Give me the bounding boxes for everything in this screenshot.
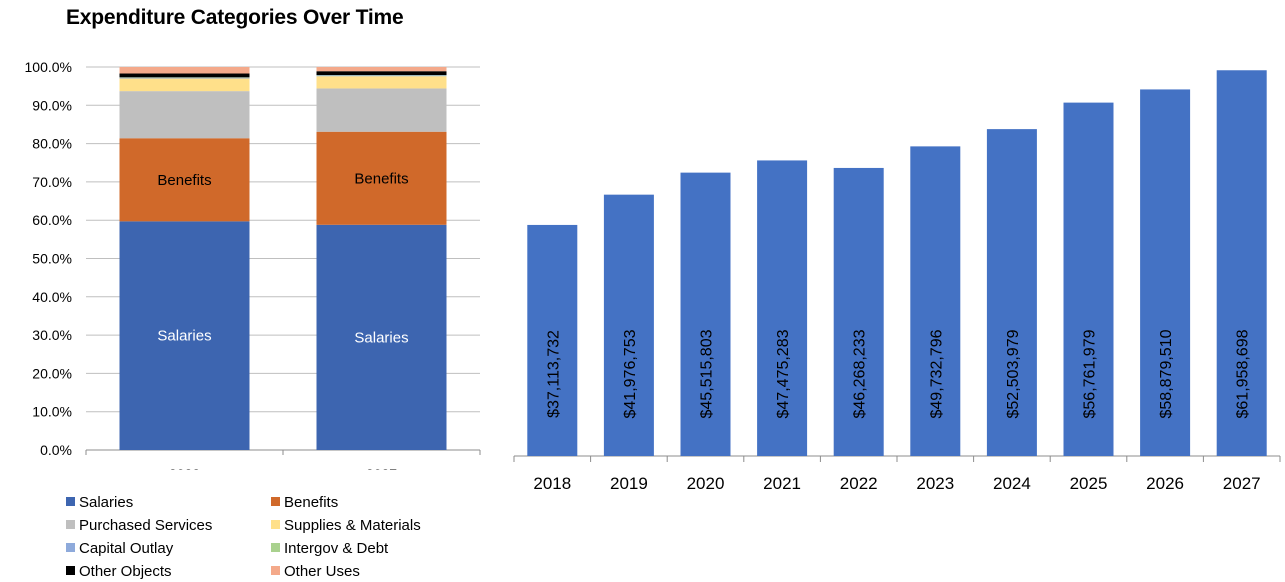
- legend-item-intergov-debt: Intergov & Debt: [271, 540, 388, 558]
- legend-swatch: [271, 520, 280, 529]
- legend-label: Supplies & Materials: [284, 517, 421, 534]
- bar-segment-benefits: [119, 138, 250, 222]
- x-tick-label: 2027: [1223, 474, 1261, 493]
- legend-swatch: [66, 543, 75, 552]
- y-tick-label: 10.0%: [32, 404, 72, 420]
- x-tick-label: 2026: [1146, 474, 1184, 493]
- x-tick-label: 2022: [840, 474, 878, 493]
- stacked-percent-chart: 0.0% 10.0% 20.0% 30.0% 40.0% 50.0% 60.0% 70.0% 8…: [25, 59, 481, 470]
- bar-data-label: $56,761,979: [1082, 329, 1099, 418]
- legend-item-supplies-materials: Supplies & Materials: [271, 517, 421, 535]
- x-tick-label: 2018: [533, 474, 571, 493]
- bar-data-label: $61,958,698: [1235, 329, 1252, 418]
- bar-segment-other-uses: [119, 67, 250, 74]
- bar-segment-benefits: [316, 131, 447, 225]
- legend-swatch: [271, 543, 280, 552]
- bar-data-label: $58,879,510: [1158, 329, 1175, 418]
- bar: [833, 167, 884, 456]
- bar: [1140, 89, 1191, 457]
- x-tick-label: 2019: [610, 474, 648, 493]
- legend-label: Salaries: [79, 494, 134, 511]
- x-tick-label: 2027: [366, 466, 397, 470]
- bar-segment-purchased-services: [119, 91, 250, 139]
- legend-swatch: [66, 497, 75, 506]
- bar-data-label: $46,268,233: [852, 329, 869, 418]
- bar-segment-salaries: [316, 224, 447, 450]
- segment-data-label: Benefits: [354, 170, 408, 187]
- y-tick-label: 80.0%: [32, 136, 72, 152]
- bar: [1216, 70, 1267, 456]
- bar: [757, 160, 808, 456]
- x-tick-label: 2025: [1070, 474, 1108, 493]
- legend-swatch: [66, 520, 75, 529]
- bar-segment-other-objects: [316, 71, 447, 76]
- legend-item-other-objects: Other Objects: [66, 563, 172, 581]
- x-tick-label: 2020: [687, 474, 725, 493]
- y-tick-label: 40.0%: [32, 289, 72, 305]
- bar-segment-supplies-materials: [316, 76, 447, 89]
- segment-data-label: Benefits: [157, 172, 211, 189]
- x-tick-label: 2024: [993, 474, 1031, 493]
- y-tick-label: 100.0%: [25, 59, 72, 75]
- bar-data-label: $47,475,283: [775, 329, 792, 418]
- bar: [1063, 102, 1114, 457]
- bar-segment-salaries: [119, 221, 250, 450]
- bar-data-label: $49,732,796: [928, 329, 945, 418]
- segment-data-label: Salaries: [354, 329, 408, 346]
- bar: [603, 194, 654, 456]
- legend-swatch: [271, 497, 280, 506]
- legend-swatch: [271, 566, 280, 575]
- segment-data-label: Salaries: [157, 328, 211, 345]
- x-tick-label: 2023: [916, 474, 954, 493]
- legend-label: Purchased Services: [79, 517, 213, 534]
- bar: [680, 172, 731, 456]
- bar-segment-capital-outlay: [316, 75, 447, 77]
- bar-segment-purchased-services: [316, 88, 447, 132]
- y-tick-label: 70.0%: [32, 174, 72, 190]
- bar: [527, 224, 578, 456]
- bar-data-label: $45,515,803: [699, 329, 716, 418]
- legend-label: Capital Outlay: [79, 540, 174, 557]
- bar-segment-capital-outlay: [119, 77, 250, 79]
- y-tick-label: 0.0%: [40, 442, 72, 458]
- y-tick-label: 50.0%: [32, 251, 72, 267]
- chart-title: Expenditure Categories Over Time: [66, 6, 404, 29]
- bar-data-label: $52,503,979: [1005, 329, 1022, 418]
- y-tick-label: 60.0%: [32, 212, 72, 228]
- bar: [986, 129, 1037, 456]
- bar-data-label: $41,976,753: [622, 329, 639, 418]
- legend-label: Benefits: [284, 494, 339, 511]
- legend-item-purchased-services: Purchased Services: [66, 517, 212, 535]
- bar-segment-other-objects: [119, 73, 250, 78]
- x-tick-label: 2021: [763, 474, 801, 493]
- legend-label: Other Objects: [79, 563, 172, 580]
- y-tick-label: 30.0%: [32, 327, 72, 343]
- legend-swatch: [66, 566, 75, 575]
- bar-data-label: $37,113,732: [545, 330, 562, 418]
- y-tick-label: 90.0%: [32, 97, 72, 113]
- legend-label: Intergov & Debt: [284, 540, 389, 557]
- y-tick-label: 20.0%: [32, 365, 72, 381]
- legend-item-capital-outlay: Capital Outlay: [66, 540, 173, 558]
- bar-segment-other-uses: [316, 67, 447, 72]
- x-tick-label: 2022: [169, 466, 200, 470]
- legend-item-other-uses: Other Uses: [271, 563, 360, 581]
- legend-label: Other Uses: [284, 563, 360, 580]
- bar-segment-supplies-materials: [119, 78, 250, 92]
- bar: [910, 146, 961, 457]
- legend-item-salaries: Salaries: [66, 494, 133, 512]
- legend-item-benefits: Benefits: [271, 494, 338, 512]
